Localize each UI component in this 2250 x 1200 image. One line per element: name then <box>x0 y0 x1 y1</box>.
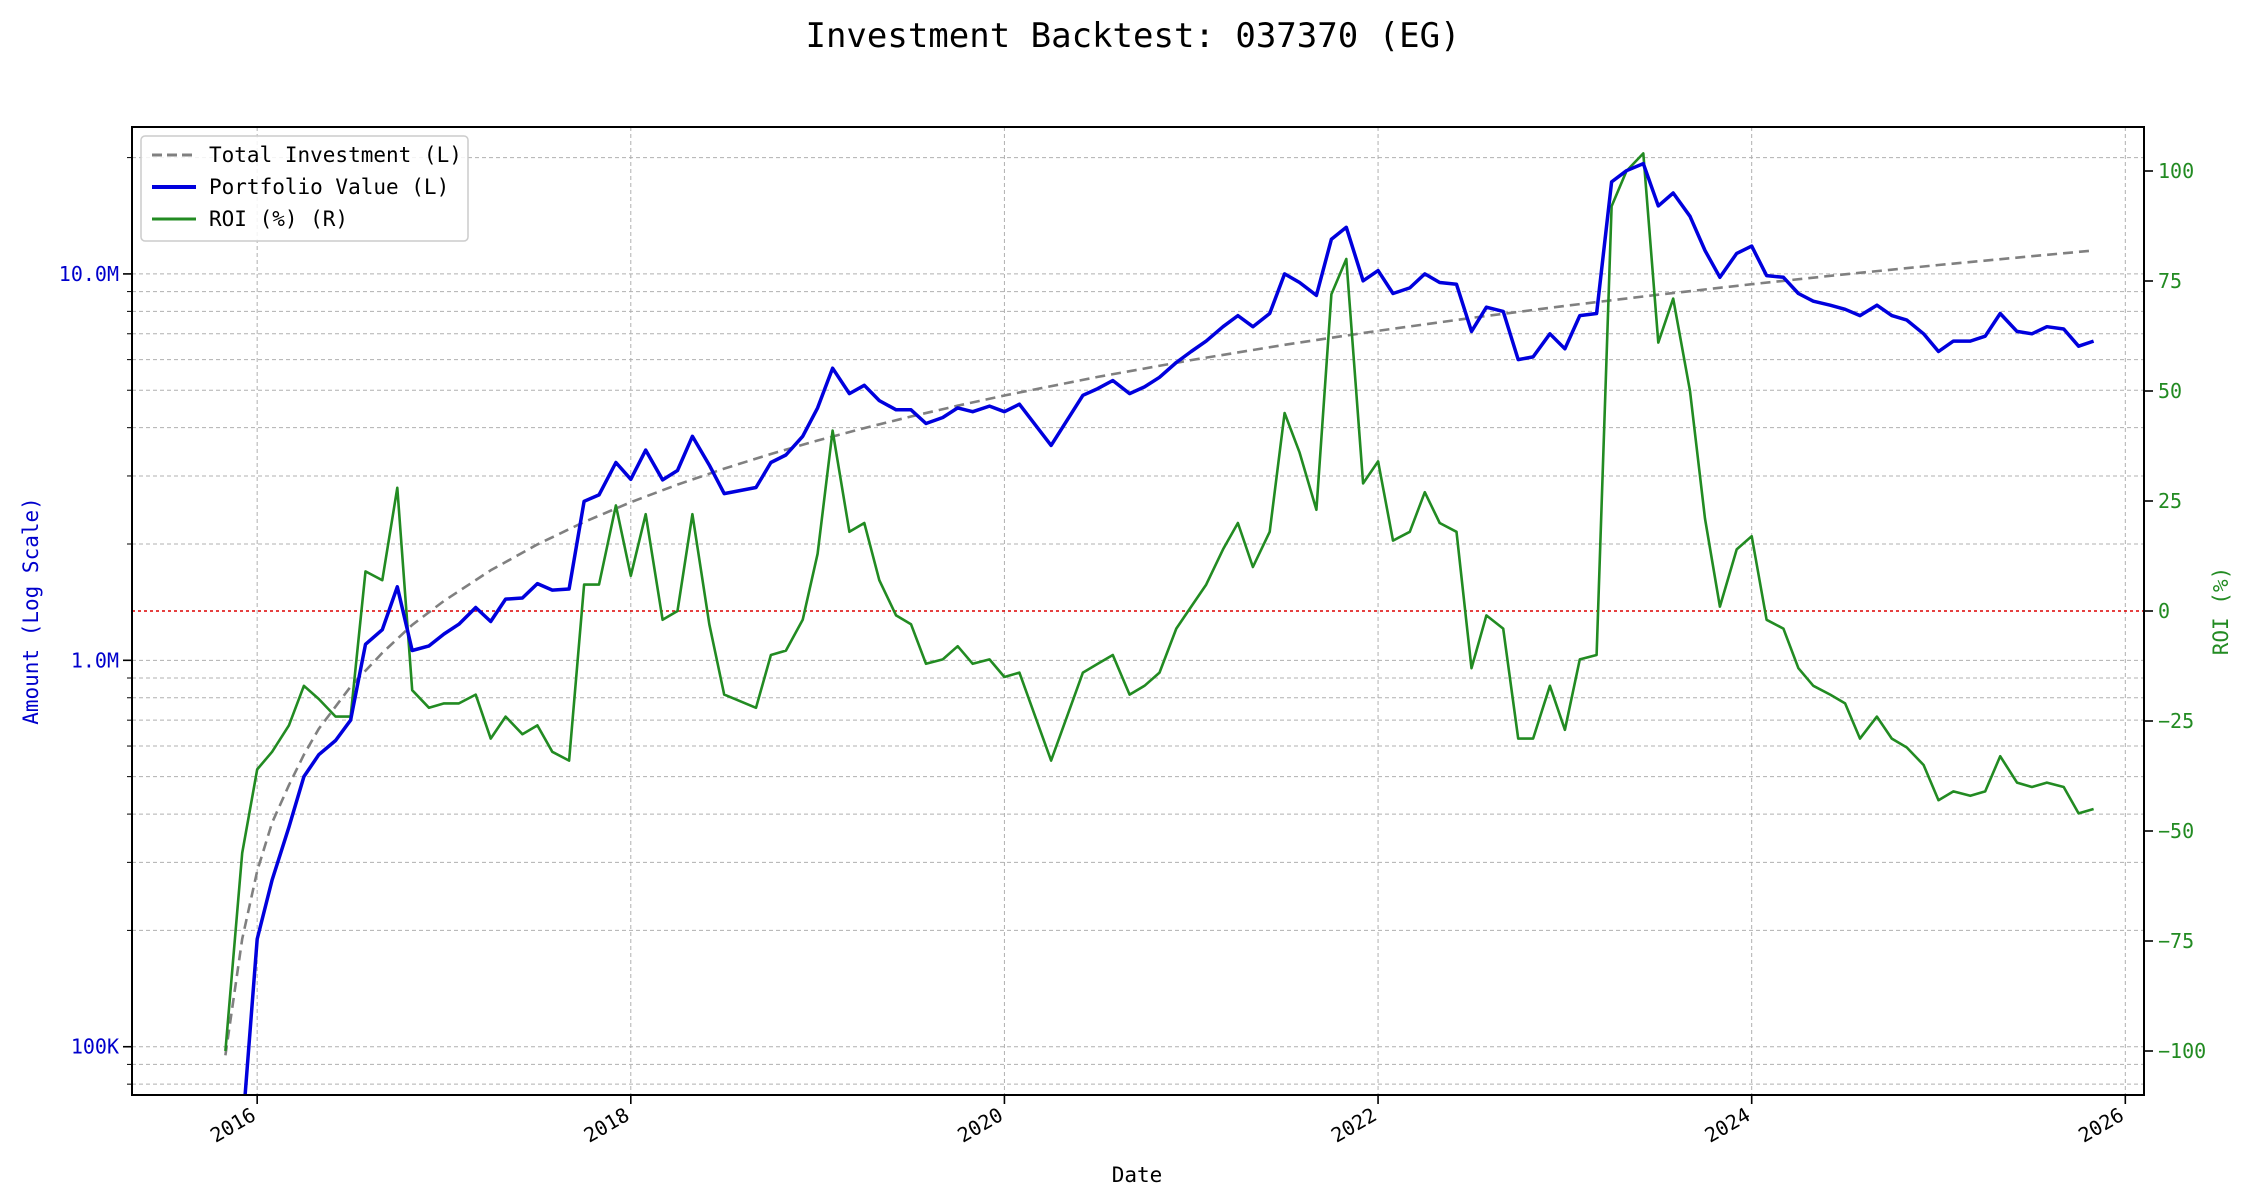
right-tick-label--100: −100 <box>2158 1039 2206 1063</box>
right-tick-label--50: −50 <box>2158 819 2194 843</box>
right-tick-label-100: 100 <box>2158 159 2194 183</box>
right-axis-label: ROI (%) <box>2209 567 2233 656</box>
right-tick-label-0: 0 <box>2158 599 2170 623</box>
x-tick-label-2026: 2026 <box>2074 1103 2128 1148</box>
legend-label-total-investment: Total Investment (L) <box>209 143 462 167</box>
left-tick-label-10.0M: 10.0M <box>59 262 119 286</box>
x-tick-label-2024: 2024 <box>1700 1103 1754 1148</box>
left-axis-label: Amount (Log Scale) <box>19 497 43 725</box>
right-tick-label-75: 75 <box>2158 269 2182 293</box>
right-tick-label-50: 50 <box>2158 379 2182 403</box>
legend-label-roi: ROI (%) (R) <box>209 207 348 231</box>
right-tick-label-25: 25 <box>2158 489 2182 513</box>
left-tick-label-1.0M: 1.0M <box>71 648 119 672</box>
series-line-roi-r <box>224 152 2094 1052</box>
right-axis: 100 75 50 25 0 −25 −50 −75 −100 <box>2144 159 2206 1063</box>
x-tick-label-2022: 2022 <box>1327 1103 1381 1148</box>
x-tick-label-2020: 2020 <box>953 1103 1007 1148</box>
right-tick-label--75: −75 <box>2158 929 2194 953</box>
legend: Total Investment (L) Portfolio Value (L)… <box>140 135 469 242</box>
x-axis-label: Date <box>1112 1163 1163 1187</box>
x-tick-label-2018: 2018 <box>580 1103 634 1148</box>
x-axis: 2016 2018 2020 2022 2024 2026 <box>206 1095 2128 1147</box>
legend-box <box>140 135 469 242</box>
legend-label-portfolio-value: Portfolio Value (L) <box>209 175 449 199</box>
right-tick-label--25: −25 <box>2158 709 2194 733</box>
chart-title: Investment Backtest: 037370 (EG) <box>805 16 1460 56</box>
series-line-portfolio-value-l <box>243 161 2095 1095</box>
series-line-total-investment-l <box>224 249 2094 1056</box>
series-group <box>224 152 2095 1095</box>
left-tick-label-100K: 100K <box>71 1035 119 1059</box>
x-tick-label-2016: 2016 <box>206 1103 260 1148</box>
left-axis: 100K 1.0M 10.0M <box>59 157 132 1085</box>
grid <box>132 127 2144 1095</box>
